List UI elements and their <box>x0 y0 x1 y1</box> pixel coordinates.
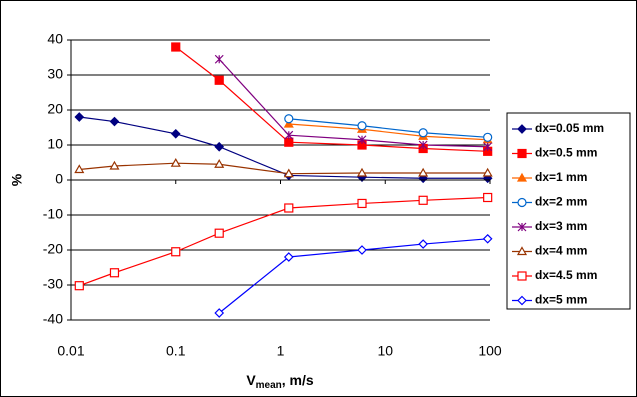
marker <box>283 118 294 128</box>
marker <box>517 124 527 134</box>
y-tick-label: 30 <box>47 66 63 82</box>
marker <box>357 121 367 131</box>
series-line <box>79 116 488 179</box>
marker <box>517 271 527 281</box>
y-tick-label: -30 <box>43 276 63 292</box>
legend-label: dx=5 mm <box>535 293 587 307</box>
y-tick-label: 10 <box>47 136 63 152</box>
marker <box>284 137 294 147</box>
marker <box>171 247 181 257</box>
marker <box>170 128 181 139</box>
series-lines <box>79 46 488 314</box>
y-axis-label: % <box>9 173 25 186</box>
x-tick-label: 1 <box>277 343 285 359</box>
marker <box>214 141 225 152</box>
marker <box>517 222 527 232</box>
legend-label: dx=0.5 mm <box>535 146 597 160</box>
y-tick-label: -10 <box>43 206 63 222</box>
series-line <box>175 46 488 152</box>
marker <box>74 281 84 291</box>
marker <box>418 128 428 138</box>
marker <box>357 135 367 145</box>
marker <box>418 167 429 177</box>
marker <box>517 148 527 159</box>
y-tick-label: 0 <box>55 171 63 187</box>
marker <box>517 295 527 306</box>
marker <box>214 54 224 64</box>
y-tick-label: 40 <box>47 31 63 47</box>
y-tick-label: 20 <box>47 101 63 117</box>
legend-label: dx=0.05 mm <box>535 121 604 135</box>
series-line <box>288 118 488 138</box>
marker <box>214 308 225 318</box>
marker <box>284 114 294 124</box>
marker <box>357 198 367 209</box>
x-label-sub: mean <box>256 380 282 391</box>
marker <box>418 140 428 150</box>
marker <box>516 246 528 256</box>
marker <box>283 168 294 178</box>
marker <box>284 203 294 213</box>
marker <box>418 239 428 249</box>
marker <box>357 245 367 255</box>
legend-label: dx=3 mm <box>535 219 587 233</box>
series-line <box>288 123 488 141</box>
marker <box>74 112 85 122</box>
x-tick-label: 100 <box>478 343 502 359</box>
x-label-rest: , m/s <box>282 372 314 388</box>
marker <box>482 167 493 177</box>
axes: -40 -30 -20 -10 0 10 20 30 40 0.01 0.1 1 10 100 <box>43 31 502 359</box>
legend-label: dx=1 mm <box>535 170 587 184</box>
marker <box>483 142 493 152</box>
marker <box>482 233 493 244</box>
marker <box>483 132 493 142</box>
marker <box>214 159 225 168</box>
legend-label: dx=2 mm <box>535 195 587 209</box>
series-line <box>79 196 488 287</box>
marker <box>170 157 181 167</box>
marker <box>109 160 120 170</box>
x-tick-label: 10 <box>377 343 393 359</box>
y-tick-label: -20 <box>43 241 63 257</box>
legend: dx=0.05 mm dx=0.5 mm dx=1 mm dx=2 mm dx=3 mm… <box>512 121 604 307</box>
marker <box>109 116 120 127</box>
marker <box>74 164 85 174</box>
y-tick-label: -40 <box>43 311 63 327</box>
marker <box>356 167 368 177</box>
marker <box>283 252 294 262</box>
x-label-main: V <box>246 372 256 388</box>
x-tick-label: 0.01 <box>57 343 84 359</box>
marker <box>171 42 181 52</box>
marker <box>517 197 527 208</box>
x-axis-label: Vmean, m/s <box>246 372 314 391</box>
marker <box>214 75 224 85</box>
series-line <box>79 162 488 175</box>
legend-label: dx=4.5 mm <box>535 268 597 282</box>
marker <box>516 172 528 182</box>
marker <box>483 192 493 203</box>
marker <box>284 130 294 140</box>
marker <box>418 195 428 205</box>
marker <box>109 268 120 278</box>
legend-label: dx=4 mm <box>535 244 587 258</box>
x-tick-label: 0.1 <box>166 343 186 359</box>
marker <box>214 228 224 238</box>
